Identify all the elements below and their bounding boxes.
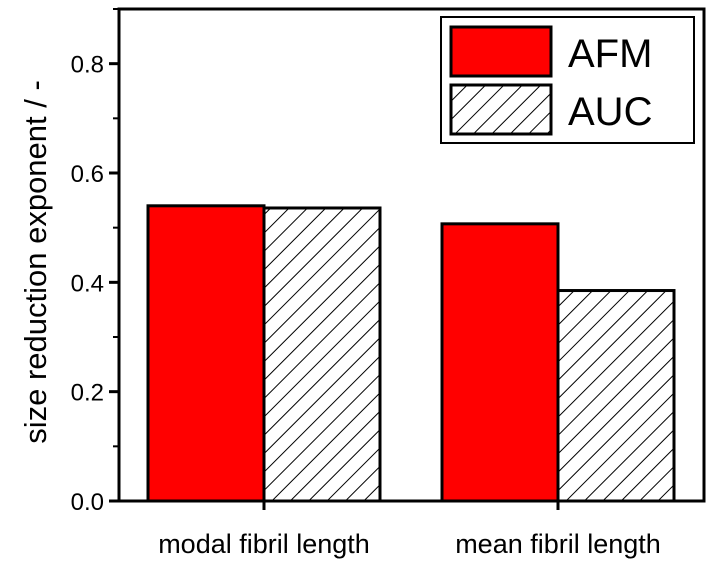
x-tick-label-2: mean fibril length [455,529,661,559]
legend-label-afm: AFM [568,32,652,76]
y-tick-label-1: 0.2 [71,380,104,407]
y-axis-title: size reduction exponent / - [18,80,53,444]
y-tick-label-4: 0.8 [71,52,104,79]
x-tick-label-1: modal fibril length [158,529,370,559]
legend-label-auc: AUC [568,90,652,134]
legend-swatch-auc [449,83,553,136]
y-tick-label-0: 0.0 [71,489,104,516]
bar-afm-mean-fibril-length [440,222,560,503]
legend-swatch-afm [449,25,553,78]
y-tick-label-3: 0.6 [71,161,104,188]
bar-auc-modal-fibril-length [262,206,382,503]
y-tick-label-2: 0.4 [71,270,104,297]
plot-frame [117,7,706,503]
bar-afm-modal-fibril-length [146,204,266,503]
bar-auc-mean-fibril-length [556,289,676,503]
